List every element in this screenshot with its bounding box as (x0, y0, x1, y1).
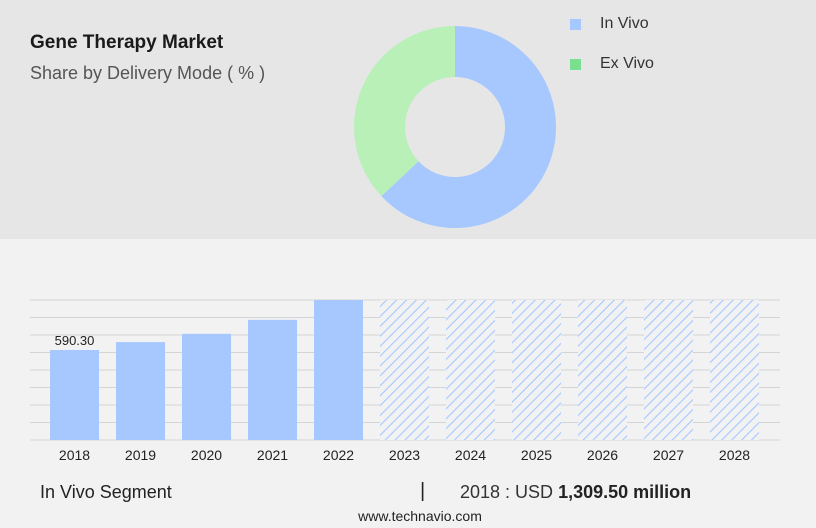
x-tick-label-2022: 2022 (323, 447, 354, 463)
x-tick-label-2026: 2026 (587, 447, 618, 463)
website-link[interactable]: www.technavio.com (358, 508, 482, 524)
bar-2028 (710, 300, 759, 440)
legend-item-ex-vivo: Ex Vivo (570, 54, 654, 74)
donut-slice-in-vivo (381, 26, 556, 228)
bar-2026 (578, 300, 627, 440)
bar-2020 (182, 333, 231, 440)
legend-swatch-in-vivo (570, 18, 581, 30)
legend: In Vivo Ex Vivo (570, 14, 654, 94)
bar-2021 (248, 319, 297, 440)
x-tick-label-2028: 2028 (719, 447, 750, 463)
segment-value: 2018 : USD 1,309.50 million (460, 482, 691, 503)
chart-title: Gene Therapy Market (30, 32, 224, 53)
x-tick-label-2025: 2025 (521, 447, 552, 463)
x-tick-label-2027: 2027 (653, 447, 684, 463)
bar-2027 (644, 300, 693, 440)
x-tick-label-2018: 2018 (59, 447, 90, 463)
bar-2024 (446, 300, 495, 440)
chart-subtitle: Share by Delivery Mode ( % ) (30, 63, 266, 83)
segment-label: In Vivo Segment (40, 482, 172, 502)
bar-2025 (512, 300, 561, 440)
footer-divider: | (420, 480, 426, 502)
bar-2018 (50, 349, 99, 440)
legend-label-ex-vivo: Ex Vivo (600, 55, 654, 72)
bar-2023 (380, 300, 429, 440)
x-tick-label-2021: 2021 (257, 447, 288, 463)
bar-2022 (314, 300, 363, 440)
segment-value-amount: 1,309.50 million (558, 482, 692, 502)
donut-slice-ex-vivo (354, 25, 455, 197)
data-label-2018: 590.30 (55, 333, 95, 348)
legend-item-in-vivo: In Vivo (570, 14, 654, 34)
x-tick-label-2023: 2023 (389, 447, 420, 463)
bar-2019 (116, 342, 165, 440)
donut-chart (354, 25, 556, 228)
bar-chart: 2018 590.30 2019 2020 2021 2022 2023 2024 2025 20… (30, 299, 780, 463)
x-tick-label-2019: 2019 (125, 447, 156, 463)
x-tick-label-2024: 2024 (455, 447, 486, 463)
segment-value-prefix: 2018 : USD (460, 482, 554, 502)
legend-swatch-ex-vivo (570, 58, 581, 70)
x-tick-label-2020: 2020 (191, 447, 222, 463)
legend-label-in-vivo: In Vivo (600, 15, 649, 32)
